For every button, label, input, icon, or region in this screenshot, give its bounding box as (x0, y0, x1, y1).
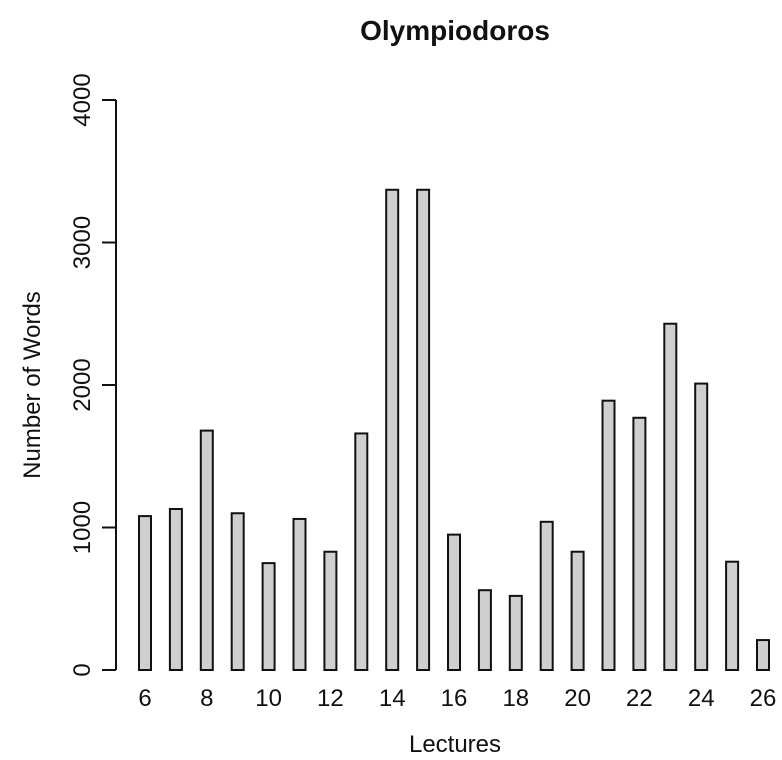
bar-lecture-14 (385, 188, 400, 671)
bar-lecture-20 (570, 550, 585, 671)
chart-title: Olympiodoros (360, 15, 550, 46)
x-tick-label: 26 (750, 685, 777, 712)
bar-lecture-21 (601, 399, 616, 671)
bar-lecture-15 (416, 188, 431, 671)
bar-lecture-26 (756, 639, 770, 672)
x-tick-label: 18 (502, 685, 529, 712)
bar-lecture-6 (138, 515, 152, 671)
bar-lecture-23 (663, 322, 678, 671)
x-tick-label: 6 (138, 685, 151, 712)
bars (138, 188, 770, 672)
y-tick-label: 3000 (69, 216, 96, 269)
y-axis-label: Number of Words (19, 291, 46, 479)
x-tick-label: 14 (379, 685, 406, 712)
y-axis-ticks: 0 1000 2000 3000 4000 (69, 73, 116, 677)
y-tick-label: 4000 (69, 73, 96, 126)
bar-lecture-10 (261, 562, 276, 671)
x-tick-label: 16 (441, 685, 468, 712)
bar-lecture-11 (292, 517, 307, 672)
bar-lecture-16 (447, 533, 461, 671)
bar-lecture-25 (725, 560, 740, 672)
x-axis-ticks: 6 8 10 12 14 16 18 20 22 24 26 (138, 685, 776, 712)
bar-lecture-9 (230, 512, 245, 671)
bar-lecture-24 (694, 382, 709, 671)
bar-lecture-22 (632, 416, 647, 671)
x-tick-label: 10 (255, 685, 282, 712)
bar-lecture-7 (168, 507, 183, 671)
x-tick-label: 12 (317, 685, 344, 712)
bar-lecture-8 (199, 429, 214, 671)
bar-lecture-13 (354, 432, 369, 672)
x-axis-label: Lectures (409, 731, 501, 758)
bar-lecture-17 (477, 589, 492, 672)
bar-lecture-18 (508, 594, 523, 672)
bar-lecture-12 (323, 550, 338, 671)
y-tick-label: 0 (69, 663, 96, 676)
y-tick-label: 1000 (69, 501, 96, 554)
x-tick-label: 24 (688, 685, 715, 712)
bar-lecture-19 (539, 520, 554, 671)
x-tick-label: 22 (626, 685, 653, 712)
y-tick-label: 2000 (69, 358, 96, 411)
x-tick-label: 20 (564, 685, 591, 712)
x-tick-label: 8 (200, 685, 213, 712)
